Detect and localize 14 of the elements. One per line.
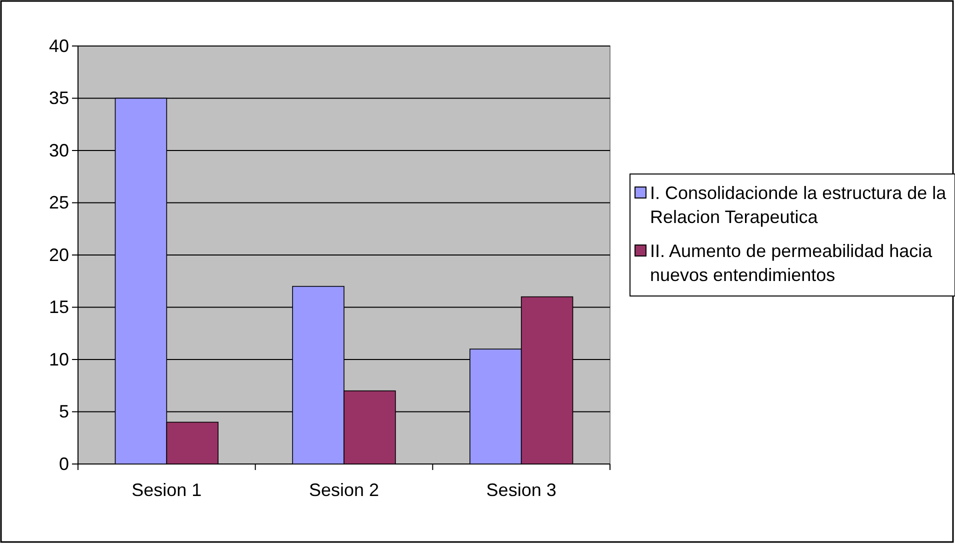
y-tick-label: 20 bbox=[48, 244, 69, 265]
x-tick-label: Sesion 2 bbox=[308, 480, 380, 500]
y-tick-label: 15 bbox=[48, 297, 69, 318]
y-tick-label: 35 bbox=[48, 88, 69, 108]
y-tick-label: 0 bbox=[58, 454, 69, 474]
y-tick-label: 5 bbox=[58, 402, 69, 422]
y-tick-label: 10 bbox=[48, 349, 69, 370]
y-tick-label: 25 bbox=[48, 192, 69, 213]
y-tick-label: 30 bbox=[48, 140, 69, 160]
legend-label: I. Consolidacionde la estructura de la Relacion Terapeutica bbox=[650, 183, 948, 227]
x-tick-label: Sesion 1 bbox=[132, 480, 202, 500]
y-tick-label: 40 bbox=[48, 36, 69, 56]
legend-label: II. Aumento de permeabilidad hacia nuevos entendimientos bbox=[650, 241, 934, 285]
x-tick-label: Sesion 3 bbox=[486, 480, 556, 500]
